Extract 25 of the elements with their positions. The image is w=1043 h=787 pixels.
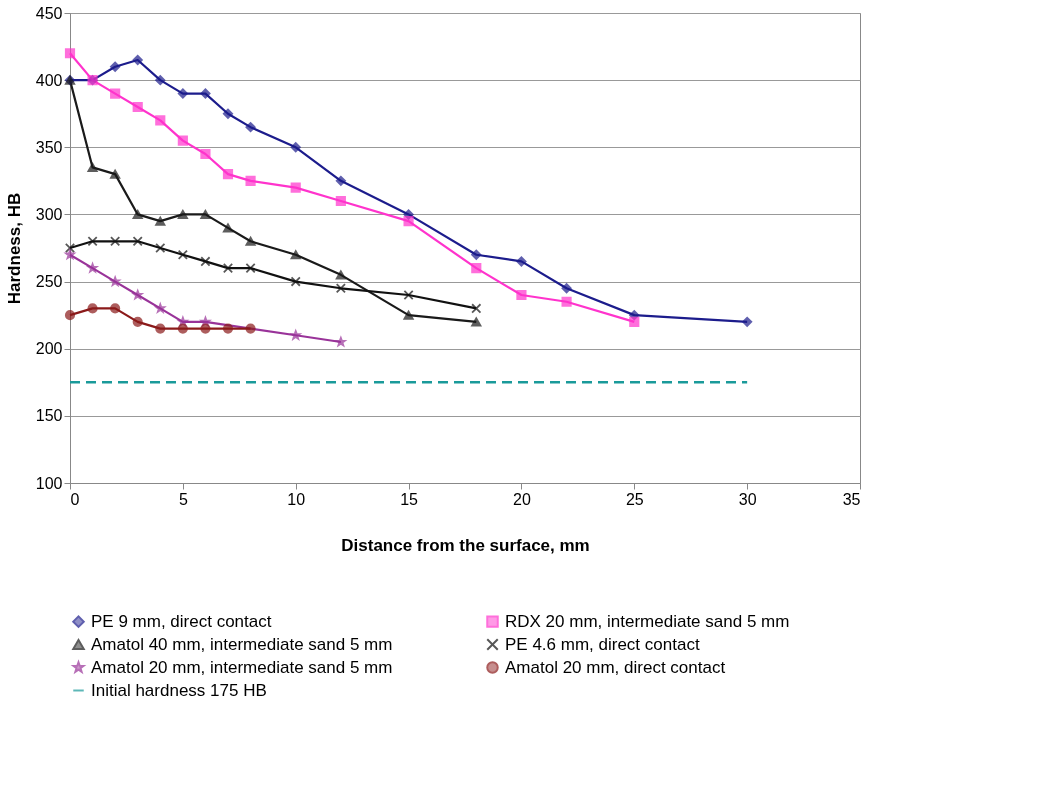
x-tick-label: 20 bbox=[513, 490, 531, 508]
x-tick-label: 35 bbox=[842, 490, 861, 508]
x-tick-label: 5 bbox=[178, 490, 188, 508]
y-tick-label: 100 bbox=[35, 474, 63, 492]
x-tick-label: 10 bbox=[287, 490, 306, 508]
x-axis-title: Distance from the surface, mm bbox=[341, 535, 590, 555]
y-tick-label: 200 bbox=[35, 340, 63, 358]
legend-label: Amatol 20 mm, intermediate sand 5 mm bbox=[91, 657, 393, 677]
x-tick-label: 25 bbox=[625, 490, 644, 508]
legend-label: PE 4.6 mm, direct contact bbox=[505, 634, 700, 654]
x-tick-label: 30 bbox=[738, 490, 757, 508]
y-tick-label: 300 bbox=[35, 205, 63, 223]
y-axis-title: Hardness, HB bbox=[4, 192, 24, 305]
legend-label: PE 9 mm, direct contact bbox=[91, 611, 272, 631]
y-tick-label: 150 bbox=[35, 407, 63, 425]
y-tick-label: 350 bbox=[35, 138, 63, 156]
x-tick-label: 0 bbox=[70, 490, 80, 508]
legend-label: RDX 20 mm, intermediate sand 5 mm bbox=[505, 611, 790, 631]
legend-label: Initial hardness 175 HB bbox=[91, 680, 267, 700]
y-tick-label: 400 bbox=[35, 71, 63, 89]
y-tick-label: 250 bbox=[35, 273, 63, 291]
legend-label: Amatol 40 mm, intermediate sand 5 mm bbox=[91, 634, 393, 654]
x-tick-label: 15 bbox=[400, 490, 419, 508]
y-tick-label: 450 bbox=[35, 4, 63, 22]
legend-label: Amatol 20 mm, direct contact bbox=[505, 657, 726, 677]
